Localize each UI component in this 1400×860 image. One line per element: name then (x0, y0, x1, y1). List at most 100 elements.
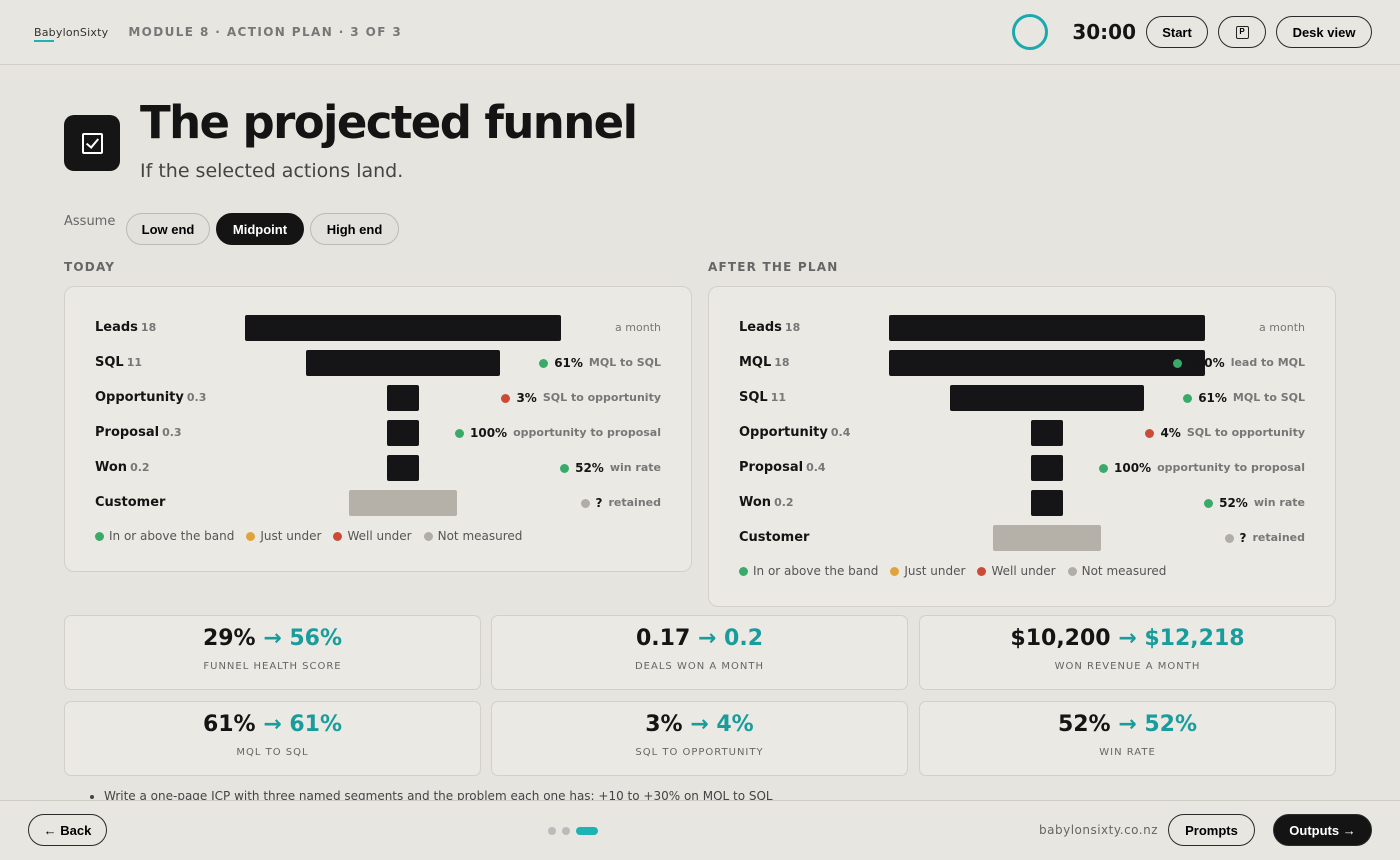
funnel-stage-label: Customer (95, 488, 165, 518)
kpi-to: → 56% (256, 626, 342, 651)
stage-name: Opportunity (739, 425, 828, 440)
kpi-arrow: → (255, 712, 290, 737)
kpi-to: → $12,218 (1111, 626, 1244, 651)
funnel-stage-label: Customer (739, 523, 809, 553)
status-dot (455, 428, 464, 438)
legend-dot (890, 566, 900, 576)
outputs-button[interactable]: Outputs → (1273, 814, 1372, 846)
stage-count: 0.2 (774, 496, 794, 509)
kpi-caption: DEALS WON A MONTH (634, 661, 764, 672)
funnel-stage-label: SQL 11 (95, 348, 142, 378)
page-subtitle: If the selected actions land. (140, 160, 404, 182)
stage-name: SQL (95, 355, 124, 370)
timer-display: 30:00 (1072, 20, 1136, 44)
site-url[interactable]: babylonsixty.co.nz (1039, 823, 1159, 837)
kpi-to: → 61% (256, 712, 342, 737)
kpi-to-value: 4% (716, 712, 754, 737)
stage-count: 18 (784, 321, 801, 334)
legend-label: Well under (347, 529, 412, 543)
legend-label: In or above the band (109, 529, 235, 543)
prompts-button[interactable]: Prompts (1168, 814, 1255, 846)
today-heading: TODAY (64, 260, 116, 274)
page-dot[interactable] (548, 827, 556, 835)
assume-midpoint-button[interactable]: Midpoint (216, 213, 304, 245)
funnel-bar (1031, 490, 1063, 516)
brand-logo[interactable]: BabylonSixty (34, 26, 108, 42)
conversion-value: ? (1239, 531, 1247, 545)
kpi-caption: WIN RATE (1099, 747, 1156, 758)
funnel-bar (889, 315, 1205, 341)
legend-item: Well under (333, 529, 412, 543)
logo-underline (34, 39, 54, 42)
legend-item: Not measured (423, 529, 523, 543)
funnel-bar (387, 385, 419, 411)
status-dot (1145, 428, 1155, 438)
conversion-value: 4% (1160, 426, 1181, 440)
conversion-value: 52% (1219, 496, 1248, 510)
stage-metric: 100% opportunity to proposal (1099, 453, 1305, 483)
status-dot (1183, 393, 1193, 403)
funnel-row: Proposal 0.3 100% opportunity to proposal (95, 418, 661, 448)
status-dot (1172, 358, 1182, 368)
legend-item: Just under (246, 529, 321, 543)
kpi-value: 3% → 4% (492, 712, 907, 737)
stage-metric: ? retained (580, 488, 661, 518)
assume-high-end-button[interactable]: High end (310, 213, 399, 245)
legend-item: Not measured (1067, 564, 1166, 578)
funnel-bar (387, 420, 419, 446)
conversion-metric: SQL to opportunity (1186, 426, 1305, 439)
funnel-bar (889, 350, 1205, 376)
funnel-stage-label: Won 0.2 (739, 488, 794, 518)
funnel-bar (993, 525, 1101, 551)
funnel-row: Won 0.2 52% win rate (739, 488, 1305, 518)
stage-name: Leads (95, 320, 138, 335)
conversion-metric: SQL to opportunity (542, 391, 661, 404)
conversion-metric: retained (1252, 531, 1305, 544)
stage-name: Customer (739, 530, 810, 545)
status-dot (539, 358, 549, 368)
kpi-card: 29% → 56% FUNNEL HEALTH SCORE (64, 615, 481, 690)
kpi-to: → 52% (1111, 712, 1197, 737)
stage-count: 11 (770, 391, 787, 404)
kpi-from: 3% (645, 712, 683, 737)
kpi-to-value: 0.2 (724, 626, 764, 651)
legend-item: Just under (890, 564, 965, 578)
kpi-card: 61% → 61% MQL TO SQL (64, 701, 481, 776)
funnel-bar (1031, 420, 1063, 446)
timer-ring-icon (1012, 14, 1049, 50)
status-dot (1099, 463, 1108, 473)
kpi-to-value: 52% (1144, 712, 1198, 737)
conversion-value: ? (595, 496, 603, 510)
kpi-arrow: → (682, 712, 717, 737)
notes-button[interactable]: P (1218, 16, 1266, 48)
conversion-metric: retained (608, 496, 661, 509)
funnel-stage-label: Proposal 0.4 (739, 453, 826, 483)
funnel-row: Opportunity 0.3 3% SQL to opportunity (95, 383, 661, 413)
kpi-to: → 4% (682, 712, 754, 737)
stage-count: 18 (774, 356, 790, 369)
legend-label: Not measured (437, 529, 523, 543)
start-timer-button[interactable]: Start (1146, 16, 1208, 48)
desk-view-button[interactable]: Desk view (1276, 16, 1372, 48)
kpi-from: 52% (1057, 712, 1111, 737)
status-legend: In or above the band Just under Well under… (739, 564, 1178, 578)
legend-dot (739, 566, 748, 576)
stage-metric: 61% MQL to SQL (539, 348, 661, 378)
page-dot[interactable] (576, 827, 598, 835)
status-legend: In or above the band Just under Well under… (95, 529, 534, 543)
page-dot[interactable] (562, 827, 570, 835)
stage-metric: 100% lead to MQL (1172, 348, 1305, 378)
legend-dot (333, 531, 343, 541)
conversion-metric: win rate (1253, 496, 1305, 509)
funnel-stage-label: Proposal 0.3 (95, 418, 182, 448)
kpi-to-value: 61% (289, 712, 343, 737)
kpi-value: 0.17 → 0.2 (492, 626, 907, 651)
conversion-value: 3% (516, 391, 537, 405)
period-label: a month (1259, 321, 1305, 334)
kpi-caption: FUNNEL HEALTH SCORE (203, 661, 342, 672)
legend-dot (1067, 566, 1077, 576)
back-button[interactable]: ← Back (28, 814, 107, 846)
status-dot (1224, 533, 1234, 543)
assume-low-end-button[interactable]: Low end (126, 213, 210, 245)
legend-label: In or above the band (753, 564, 879, 578)
